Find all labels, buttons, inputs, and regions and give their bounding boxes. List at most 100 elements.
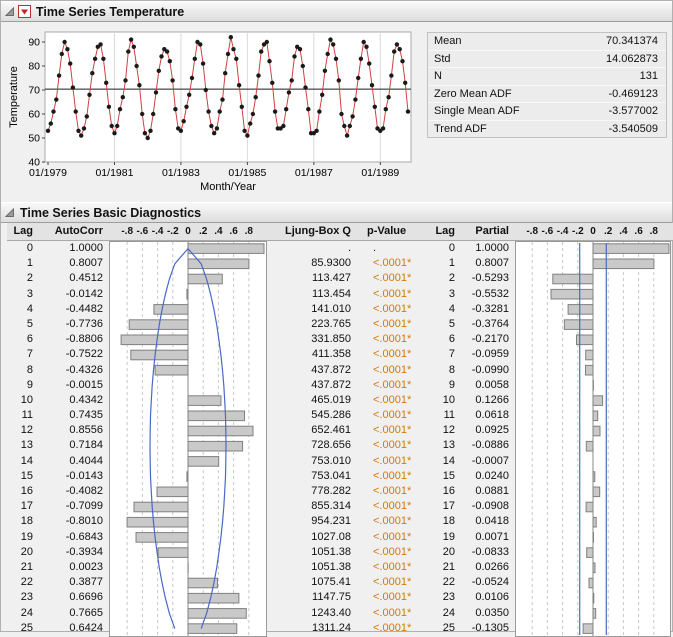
partial-cell: 0.0106 [465,590,513,605]
p-value-cell: <.0001* [361,393,425,408]
ljung-box-q-cell: 223.765 [269,317,361,332]
stat-row: Single Mean ADF-3.577002 [428,103,666,121]
disclosure-open-icon[interactable] [4,6,15,17]
lag-cell: 5 [7,317,41,332]
lag-cell: 13 [425,438,465,453]
svg-text:01/1985: 01/1985 [228,167,266,179]
p-value-cell: <.0001* [361,484,425,499]
axis-tick-label: 0 [590,223,596,240]
lag-cell: 5 [425,317,465,332]
ljung-box-q-cell: 753.010 [269,454,361,469]
autocorr-cell: 1.0000 [41,241,107,256]
axis-tick-label: -.2 [167,223,179,240]
p-value-cell: <.0001* [361,332,425,347]
lag-cell: 23 [7,590,41,605]
autocorr-cell: -0.6843 [41,530,107,545]
lag-cell: 25 [7,621,41,636]
p-value-cell: <.0001* [361,575,425,590]
stat-value: 14.062873 [606,51,658,68]
pacf-bar-chart [515,241,671,637]
lag-cell: 10 [425,393,465,408]
axis-tick-label: -.8 [121,223,133,240]
p-value-cell: <.0001* [361,363,425,378]
ljung-box-q-cell: 753.041 [269,469,361,484]
p-value-cell: . [361,241,425,256]
axis-tick-label: .8 [650,223,658,240]
autocorr-cell: 0.4342 [41,393,107,408]
svg-text:01/1987: 01/1987 [295,167,333,179]
partial-column-header: Partial [465,223,513,241]
stat-value: -3.540509 [608,121,658,138]
ljung-box-q-cell: 465.019 [269,393,361,408]
ljung-box-q-cell: 1051.38 [269,560,361,575]
axis-tick-label: -.4 [152,223,164,240]
acf-bar-chart [109,241,267,637]
lag-cell: 10 [7,393,41,408]
stat-row: Zero Mean ADF-0.469123 [428,86,666,104]
autocorr-cell: -0.0142 [41,287,107,302]
axis-tick-label: 0 [185,223,191,240]
p-value-cell: <.0001* [361,454,425,469]
lag-cell: 15 [7,469,41,484]
autocorr-cell: 0.3877 [41,575,107,590]
axis-tick-label: -.2 [572,223,584,240]
p-value-cell: <.0001* [361,560,425,575]
stat-row: Trend ADF -3.540509 [428,121,666,138]
axis-tick-label: .2 [604,223,612,240]
autocorr-cell: -0.3934 [41,545,107,560]
partial-cell: 0.8007 [465,256,513,271]
stat-label: Trend ADF [434,121,487,138]
p-value-cell: <.0001* [361,408,425,423]
red-triangle-menu-icon[interactable] [18,5,31,18]
lag-cell: 20 [7,545,41,560]
disclosure-open-icon[interactable] [4,207,15,218]
pvalue-column-header: p-Value [361,223,425,241]
p-value-cell: <.0001* [361,287,425,302]
lag-cell: 18 [425,514,465,529]
autocorr-cell: -0.8010 [41,514,107,529]
lag-cell: 25 [425,621,465,636]
diagnostics-section-header[interactable]: Time Series Basic Diagnostics [1,202,672,223]
axis-tick-label: -.4 [557,223,569,240]
partial-cell: 0.0071 [465,530,513,545]
pvalue-column: p-Value .<.0001*<.0001*<.0001*<.0001*<.0… [361,223,425,637]
autocorr-cell: -0.0143 [41,469,107,484]
ljung-box-q-cell: 85.9300 [269,256,361,271]
ljung-box-q-cell: 437.872 [269,378,361,393]
autocorr-cell: 0.4044 [41,454,107,469]
partial-cell: -0.0886 [465,438,513,453]
ljung-box-q-cell: 113.427 [269,271,361,286]
ljung-box-q-cell: 141.010 [269,302,361,317]
ljung-box-q-cell: 855.314 [269,499,361,514]
p-value-cell: <.0001* [361,606,425,621]
ljung-box-q-cell: 778.282 [269,484,361,499]
partial-cell: -0.0990 [465,363,513,378]
svg-text:01/1983: 01/1983 [162,167,200,179]
axis-tick-label: .4 [619,223,627,240]
ljung-box-q-cell: 1027.08 [269,530,361,545]
ljung-column-header: Ljung-Box Q [269,223,361,241]
lag-cell: 21 [425,560,465,575]
lag-cell: 6 [7,332,41,347]
temperature-section-header[interactable]: Time Series Temperature [1,1,672,22]
partial-cell: 0.0350 [465,606,513,621]
lag-cell: 14 [7,454,41,469]
lag-cell: 0 [7,241,41,256]
lag-cell: 2 [7,271,41,286]
partial-cell: -0.0908 [465,499,513,514]
stat-label: N [434,68,442,85]
lag-cell: 20 [425,545,465,560]
ljung-box-q-cell: 411.358 [269,347,361,362]
partial-cell: -0.0959 [465,347,513,362]
p-value-cell: <.0001* [361,545,425,560]
temperature-section-title: Time Series Temperature [36,5,184,19]
partial-cell: 0.0925 [465,423,513,438]
